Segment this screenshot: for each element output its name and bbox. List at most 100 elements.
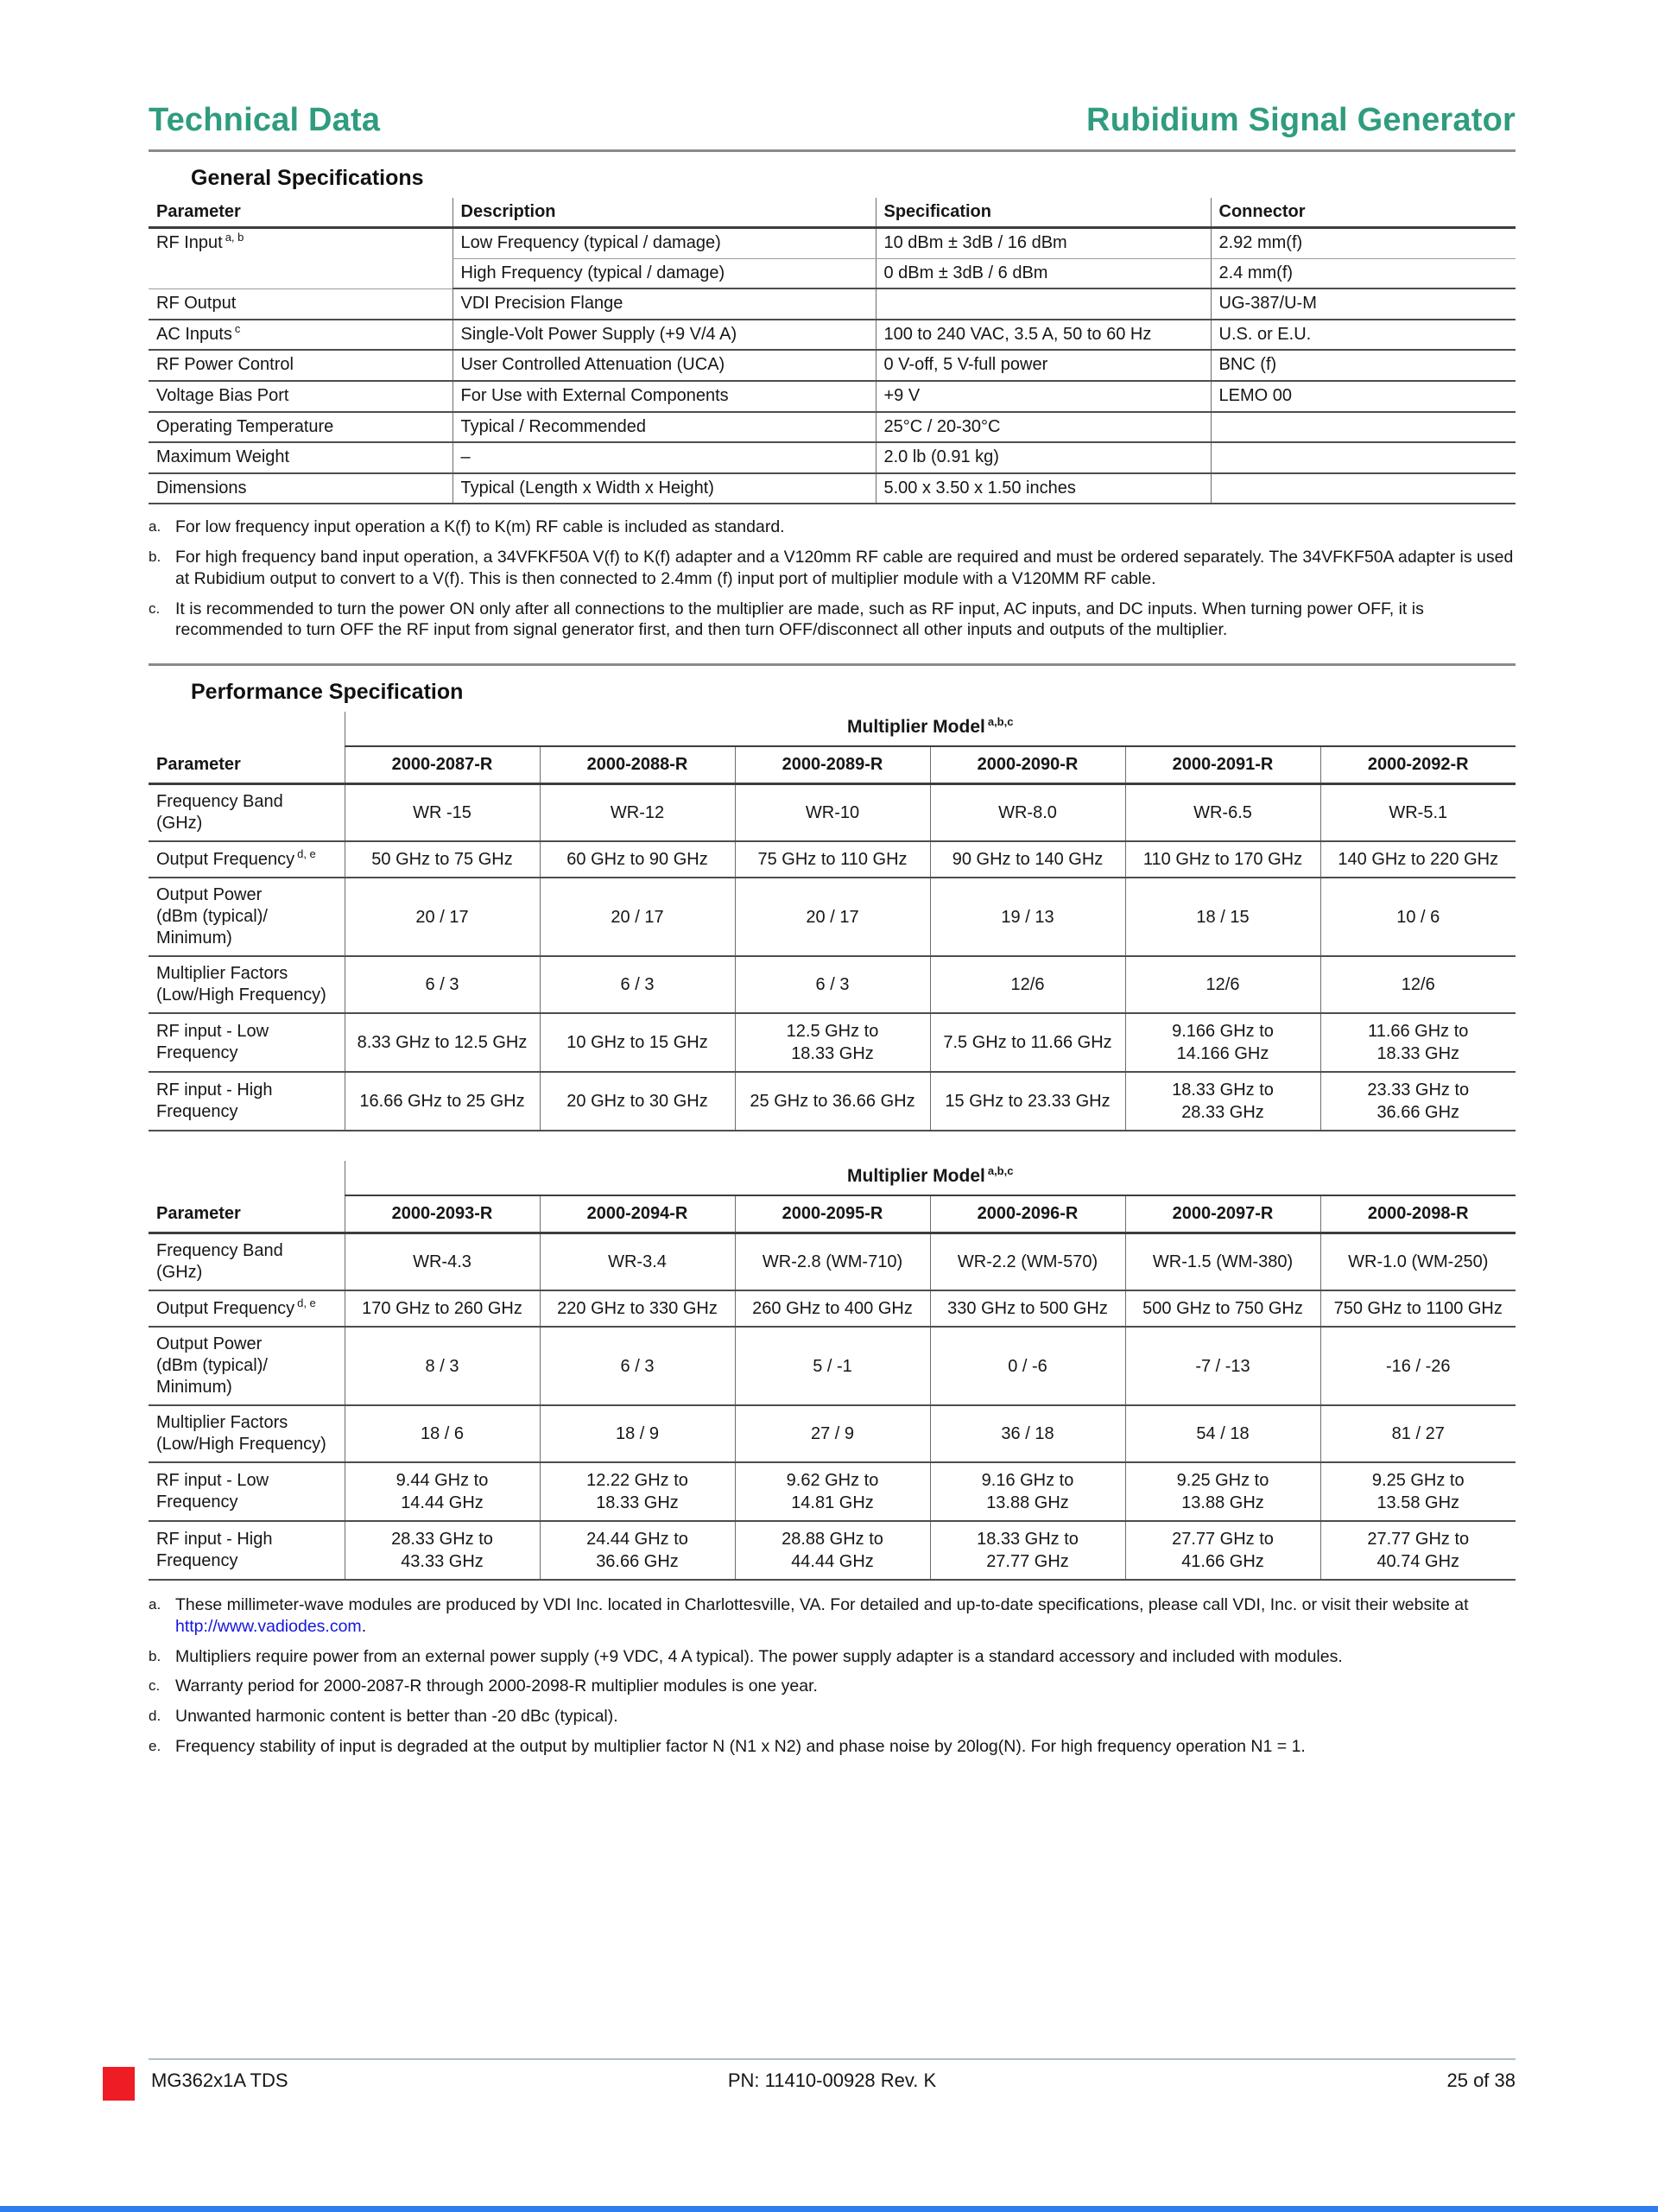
- model-header: 2000-2093-R: [344, 1195, 540, 1235]
- value-cell: 20 GHz to 30 GHz: [539, 1072, 735, 1132]
- value-cell: 36 / 18: [929, 1405, 1125, 1464]
- param-cell: Multiplier Factors (Low/High Frequency): [149, 956, 345, 1015]
- value-cell: 9.25 GHz to 13.88 GHz: [1124, 1462, 1320, 1523]
- table-row: RF Input a, b Low Frequency (typical / da…: [149, 227, 1516, 289]
- desc-cell: Single-Volt Power Supply (+9 V/4 A): [452, 319, 876, 352]
- param-cell: Maximum Weight: [149, 442, 452, 474]
- value-cell: WR-2.8 (WM-710): [734, 1233, 930, 1292]
- table-row: RF input - Low Frequency 8.33 GHz to 12.…: [149, 1013, 1516, 1074]
- table-row: RF Output VDI Precision Flange UG-387/U-…: [149, 288, 1516, 320]
- value-cell: 20 / 17: [344, 878, 540, 958]
- model-header: 2000-2098-R: [1319, 1195, 1516, 1235]
- table-header-row: Parameter Description Specification Conn…: [149, 198, 1516, 229]
- blank-cell: [149, 1161, 345, 1196]
- general-footnotes: a. For low frequency input operation a K…: [149, 517, 1516, 641]
- conn-cell: [1210, 411, 1516, 444]
- value-cell: 81 / 27: [1319, 1405, 1516, 1464]
- footnote-text: Frequency stability of input is degraded…: [175, 1736, 1306, 1756]
- footnote: a. For low frequency input operation a K…: [149, 517, 1516, 538]
- group-header-row: Multiplier Model a,b,c: [149, 1161, 1516, 1197]
- value-cell: 140 GHz to 220 GHz: [1319, 841, 1516, 879]
- param-cell: Voltage Bias Port: [149, 380, 452, 413]
- spec-cell: [875, 288, 1211, 320]
- value-cell: 27.77 GHz to 41.66 GHz: [1124, 1521, 1320, 1581]
- value-cell: 9.166 GHz to 14.166 GHz: [1124, 1013, 1320, 1074]
- value-cell: 12.5 GHz to 18.33 GHz: [734, 1013, 930, 1074]
- value-cell: WR-5.1: [1319, 783, 1516, 843]
- vadiodes-link[interactable]: http://www.vadiodes.com: [175, 1616, 362, 1636]
- model-header: 2000-2090-R: [929, 746, 1125, 786]
- value-cell: WR-6.5: [1124, 783, 1320, 843]
- value-cell: 6 / 3: [539, 956, 735, 1015]
- param-cell: AC Inputs c: [149, 319, 452, 352]
- desc-cell: Typical (Length x Width x Height): [452, 472, 876, 505]
- footnote: b. For high frequency band input operati…: [149, 547, 1516, 590]
- value-cell: 90 GHz to 140 GHz: [929, 841, 1125, 879]
- value-cell: 11.66 GHz to 18.33 GHz: [1319, 1013, 1516, 1074]
- model-header: 2000-2094-R: [539, 1195, 735, 1235]
- footnote-text: For low frequency input operation a K(f)…: [175, 517, 785, 537]
- performance-spec-heading: Performance Specification: [191, 680, 464, 705]
- value-cell: 27.77 GHz to 40.74 GHz: [1319, 1521, 1516, 1581]
- page-title-right: Rubidium Signal Generator: [1086, 102, 1516, 138]
- param-cell: Frequency Band (GHz): [149, 783, 345, 843]
- value-cell: 20 / 17: [539, 878, 735, 958]
- value-cell: 25 GHz to 36.66 GHz: [734, 1072, 930, 1132]
- table-row: Output Power (dBm (typical)/ Minimum) 20…: [149, 878, 1516, 958]
- multiplier-table-1: Multiplier Model a,b,c Parameter 2000-208…: [149, 712, 1516, 1132]
- value-cell: 50 GHz to 75 GHz: [344, 841, 540, 879]
- param-cell: Output Frequency d, e: [149, 841, 345, 879]
- value-cell: 9.16 GHz to 13.88 GHz: [929, 1462, 1125, 1523]
- column-header: Connector: [1210, 198, 1516, 229]
- table-row: RF input - High Frequency 16.66 GHz to 2…: [149, 1072, 1516, 1132]
- model-header: 2000-2088-R: [539, 746, 735, 786]
- conn-cell: [1210, 472, 1516, 505]
- desc-cell: High Frequency (typical / damage): [452, 258, 876, 290]
- footnote-text: Multipliers require power from an extern…: [175, 1646, 1343, 1666]
- value-cell: 7.5 GHz to 11.66 GHz: [929, 1013, 1125, 1074]
- value-cell: WR -15: [344, 783, 540, 843]
- value-cell: 330 GHz to 500 GHz: [929, 1290, 1125, 1328]
- brand-logo-mark: [103, 2067, 135, 2101]
- footnote: a. These millimeter-wave modules are pro…: [149, 1594, 1516, 1638]
- param-cell: RF input - Low Frequency: [149, 1013, 345, 1074]
- table-row: RF input - Low Frequency 9.44 GHz to 14.…: [149, 1462, 1516, 1523]
- conn-cell: [1210, 442, 1516, 474]
- param-cell: Operating Temperature: [149, 411, 452, 444]
- model-header: 2000-2095-R: [734, 1195, 930, 1235]
- model-header: 2000-2096-R: [929, 1195, 1125, 1235]
- value-cell: WR-12: [539, 783, 735, 843]
- value-cell: 9.25 GHz to 13.58 GHz: [1319, 1462, 1516, 1523]
- value-cell: 12/6: [1319, 956, 1516, 1015]
- value-cell: WR-2.2 (WM-570): [929, 1233, 1125, 1292]
- value-cell: 0 / -6: [929, 1327, 1125, 1407]
- desc-cell: User Controlled Attenuation (UCA): [452, 350, 876, 382]
- table-row: Frequency Band (GHz) WR-4.3 WR-3.4 WR-2.…: [149, 1233, 1516, 1292]
- footnote-text: Warranty period for 2000-2087-R through …: [175, 1676, 818, 1696]
- desc-cell: –: [452, 442, 876, 474]
- param-header: Parameter: [149, 746, 345, 786]
- value-cell: 5 / -1: [734, 1327, 930, 1407]
- column-header: Description: [452, 198, 876, 229]
- value-cell: 20 / 17: [734, 878, 930, 958]
- footer-part-number: PN: 11410-00928 Rev. K: [727, 2069, 937, 2091]
- table-row: Output Frequency d, e 170 GHz to 260 GHz …: [149, 1290, 1516, 1328]
- group-header: Multiplier Model a,b,c: [345, 1161, 1516, 1197]
- table-row: Multiplier Factors (Low/High Frequency) …: [149, 956, 1516, 1015]
- value-cell: 12.22 GHz to 18.33 GHz: [539, 1462, 735, 1523]
- value-cell: 27 / 9: [734, 1405, 930, 1464]
- value-cell: 500 GHz to 750 GHz: [1124, 1290, 1320, 1328]
- spec-cell: 0 V-off, 5 V-full power: [875, 350, 1211, 382]
- column-header: Parameter: [149, 198, 452, 229]
- table-row: Dimensions Typical (Length x Width x Hei…: [149, 472, 1516, 505]
- footnote-label: b.: [149, 548, 161, 566]
- spec-cell: 5.00 x 3.50 x 1.50 inches: [875, 472, 1211, 505]
- spec-cell: 10 dBm ± 3dB / 16 dBm: [875, 227, 1211, 259]
- model-header: 2000-2091-R: [1124, 746, 1320, 786]
- footnote-label: c.: [149, 1677, 161, 1695]
- value-cell: WR-3.4: [539, 1233, 735, 1292]
- value-cell: 18 / 6: [344, 1405, 540, 1464]
- footnote-text: Unwanted harmonic content is better than…: [175, 1707, 618, 1727]
- table-row: Voltage Bias Port For Use with External …: [149, 380, 1516, 413]
